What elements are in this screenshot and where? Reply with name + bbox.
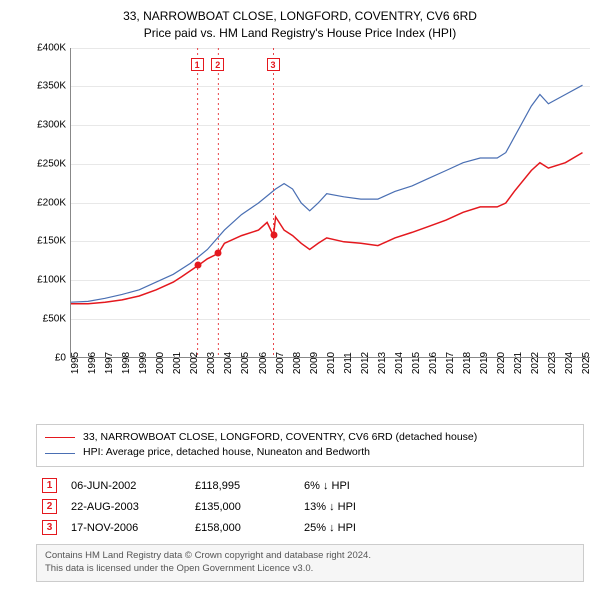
legend-item: HPI: Average price, detached house, Nune… (45, 445, 575, 461)
plot-region: 12 3 (70, 48, 590, 358)
x-tick-label: 1995 (70, 351, 81, 373)
x-tick-label: 2022 (530, 351, 541, 373)
y-tick-label: £300K (28, 120, 66, 131)
x-tick-label: 1998 (121, 351, 132, 373)
x-tick-label: 2021 (513, 351, 524, 373)
y-tick-label: £0 (28, 352, 66, 363)
x-tick-label: 2001 (172, 351, 183, 373)
x-tick-label: 2025 (581, 351, 592, 373)
y-tick-label: £150K (28, 236, 66, 247)
sale-marker-dot (215, 249, 222, 256)
legend-swatch (45, 437, 75, 438)
sales-row: 2 22-AUG-2003 £135,000 13% ↓ HPI (36, 496, 584, 517)
x-tick-label: 2013 (377, 351, 388, 373)
x-tick-label: 2014 (394, 351, 405, 373)
x-tick-label: 2015 (411, 351, 422, 373)
sales-row-delta: 13% ↓ HPI (304, 501, 404, 513)
x-tick-label: 2007 (275, 351, 286, 373)
sales-row-price: £118,995 (195, 480, 290, 492)
sales-row-price: £158,000 (195, 522, 290, 534)
x-tick-label: 2012 (360, 351, 371, 373)
y-tick-label: £350K (28, 81, 66, 92)
x-tick-label: 2008 (292, 351, 303, 373)
sales-row-date: 06-JUN-2002 (71, 480, 181, 492)
x-tick-label: 2005 (240, 351, 251, 373)
legend-item: 33, NARROWBOAT CLOSE, LONGFORD, COVENTRY… (45, 430, 575, 446)
footer-line2: This data is licensed under the Open Gov… (45, 563, 575, 576)
chart-area: 12 3 £0 £50K £100K £150K £200K £250K £300K £350K… (30, 48, 590, 388)
title-address: 33, NARROWBOAT CLOSE, LONGFORD, COVENTRY… (10, 8, 590, 25)
x-tick-label: 2004 (223, 351, 234, 373)
sales-row-marker: 1 (42, 478, 57, 493)
sales-row-date: 22-AUG-2003 (71, 501, 181, 513)
y-tick-label: £50K (28, 313, 66, 324)
x-tick-label: 2009 (309, 351, 320, 373)
sales-row-price: £135,000 (195, 501, 290, 513)
x-tick-label: 1996 (87, 351, 98, 373)
x-tick-label: 2006 (258, 351, 269, 373)
legend-label: HPI: Average price, detached house, Nune… (83, 445, 370, 461)
attribution-footer: Contains HM Land Registry data © Crown c… (36, 544, 584, 582)
x-tick-label: 2023 (547, 351, 558, 373)
y-tick-label: £250K (28, 158, 66, 169)
y-tick-label: £400K (28, 42, 66, 53)
series-hpi (71, 85, 583, 302)
x-tick-label: 2002 (189, 351, 200, 373)
legend-swatch (45, 453, 75, 454)
sales-row: 1 06-JUN-2002 £118,995 6% ↓ HPI (36, 475, 584, 496)
sales-row-delta: 6% ↓ HPI (304, 480, 404, 492)
sales-row-marker: 2 (42, 499, 57, 514)
sale-marker-box: 1 (191, 58, 204, 71)
x-tick-label: 2016 (428, 351, 439, 373)
sales-row-delta: 25% ↓ HPI (304, 522, 404, 534)
x-tick-label: 2018 (462, 351, 473, 373)
x-tick-label: 2010 (326, 351, 337, 373)
y-tick-label: £200K (28, 197, 66, 208)
plot-svg (71, 48, 591, 358)
x-tick-label: 2000 (155, 351, 166, 373)
sale-marker-box: 3 (267, 58, 280, 71)
x-tick-label: 1999 (138, 351, 149, 373)
x-tick-label: 2017 (445, 351, 456, 373)
x-tick-label: 2019 (479, 351, 490, 373)
sales-row-marker: 3 (42, 520, 57, 535)
sale-marker-dot (194, 262, 201, 269)
sale-marker-box: 2 (211, 58, 224, 71)
footer-line1: Contains HM Land Registry data © Crown c… (45, 550, 575, 563)
x-tick-label: 2011 (343, 352, 354, 374)
sales-row-date: 17-NOV-2006 (71, 522, 181, 534)
y-tick-label: £100K (28, 275, 66, 286)
sale-marker-dot (270, 232, 277, 239)
legend: 33, NARROWBOAT CLOSE, LONGFORD, COVENTRY… (36, 424, 584, 468)
legend-label: 33, NARROWBOAT CLOSE, LONGFORD, COVENTRY… (83, 430, 477, 446)
sales-row: 3 17-NOV-2006 £158,000 25% ↓ HPI (36, 517, 584, 538)
chart-title: 33, NARROWBOAT CLOSE, LONGFORD, COVENTRY… (10, 8, 590, 42)
x-tick-label: 2003 (206, 351, 217, 373)
x-tick-label: 2024 (564, 351, 575, 373)
title-subtitle: Price paid vs. HM Land Registry's House … (10, 25, 590, 42)
chart-container: 33, NARROWBOAT CLOSE, LONGFORD, COVENTRY… (0, 0, 600, 590)
x-tick-label: 2020 (496, 351, 507, 373)
sales-table: 1 06-JUN-2002 £118,995 6% ↓ HPI 2 22-AUG-2003… (36, 475, 584, 538)
x-tick-label: 1997 (104, 351, 115, 373)
series-property (71, 152, 583, 303)
